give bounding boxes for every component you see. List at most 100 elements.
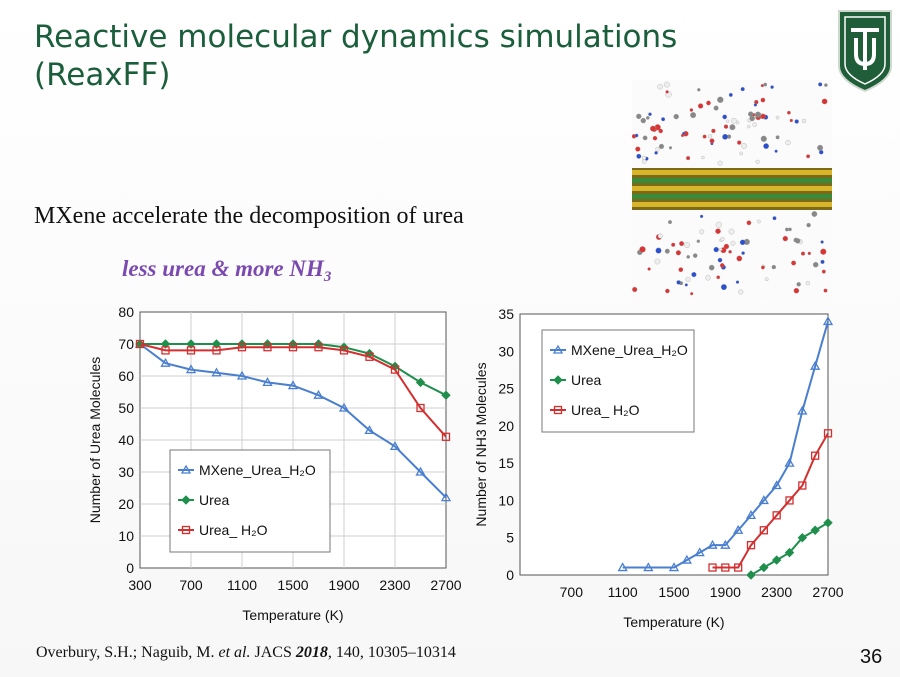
data-point: [643, 562, 654, 572]
molecule-dot: [634, 133, 639, 138]
molecule-dot: [722, 133, 728, 140]
molecule-dot: [708, 134, 713, 139]
molecule-dot: [754, 111, 762, 118]
data-point: [389, 441, 401, 451]
y-tick-label: 30: [118, 464, 134, 480]
y-tick-label: 80: [118, 304, 134, 320]
molecule-dot: [689, 108, 694, 112]
molecule-dot: [665, 90, 669, 94]
legend-entry: Urea_ H₂O: [571, 402, 640, 418]
molecule-dot: [737, 140, 742, 145]
molecule-dot: [820, 248, 827, 255]
molecule-dot: [650, 125, 656, 132]
data-point: [441, 390, 451, 400]
x-tick-label: 2300: [379, 577, 410, 593]
y-tick-label: 70: [118, 336, 134, 352]
molecule-dot: [640, 117, 646, 124]
y-tick-label: 30: [498, 343, 514, 359]
molecule-dot: [728, 250, 732, 254]
molecule-dot: [739, 151, 743, 156]
data-point: [314, 343, 323, 352]
data-series: [708, 429, 833, 572]
legend-marker: [553, 375, 563, 385]
data-point: [440, 492, 452, 502]
y-tick-label: 5: [506, 530, 514, 546]
molecule-dot: [671, 242, 676, 247]
molecule-dot: [811, 211, 818, 217]
data-point: [721, 563, 730, 572]
molecule-dot: [740, 87, 745, 92]
data-point: [415, 377, 426, 388]
molecule-dot: [729, 124, 736, 131]
molecule-dot: [756, 219, 761, 224]
slide-title: Reactive molecular dynamics simulations …: [34, 18, 794, 94]
mxene-layer: [632, 168, 832, 210]
data-point: [237, 343, 247, 352]
molecule-dot: [654, 151, 658, 155]
molecule-dot: [641, 155, 647, 161]
molecule-dot: [717, 257, 723, 263]
citation-journal: JACS: [250, 644, 296, 661]
molecule-dot: [675, 250, 681, 256]
molecule-dot: [716, 275, 721, 280]
molecule-dot: [661, 117, 666, 122]
data-point: [811, 451, 820, 460]
molecule-dot: [741, 143, 747, 149]
x-tick-label: 1100: [608, 584, 638, 600]
molecule-dot: [785, 139, 791, 146]
slide-title-line1: Reactive molecular dynamics simulations: [34, 19, 678, 55]
molecule-dot: [715, 228, 721, 234]
legend-entry: Urea_ H₂O: [199, 522, 268, 538]
x-tick-label: 2700: [812, 584, 843, 600]
legend: MXene_Urea_H₂O Urea Urea_ H₂O: [541, 329, 695, 433]
legend-box: [169, 449, 331, 553]
molecule-dot: [823, 288, 828, 293]
molecule-dot: [760, 97, 766, 103]
molecule-dot: [706, 100, 711, 106]
data-point: [263, 343, 272, 352]
data-point: [288, 343, 298, 352]
x-tick-label: 1500: [658, 584, 689, 600]
molecule-dot: [665, 288, 670, 294]
molecule-dot: [708, 264, 715, 271]
molecule-dot: [775, 135, 780, 140]
data-point: [364, 425, 375, 435]
x-tick-label: 1900: [710, 584, 741, 600]
molecule-dot: [752, 122, 757, 127]
y-tick-label: 0: [126, 560, 134, 576]
data-point: [823, 429, 833, 438]
data-point: [708, 563, 717, 572]
molecule-dot: [691, 272, 697, 278]
data-point: [758, 495, 769, 505]
molecule-dot: [730, 240, 736, 246]
slide-subtitle: MXene accelerate the decomposition of ur…: [34, 203, 464, 229]
legend-marker: [553, 405, 563, 415]
data-point: [823, 518, 833, 528]
molecule-dot: [821, 98, 828, 105]
legend-marker: [552, 344, 564, 354]
molecule-dot: [713, 105, 719, 111]
molecule-dot: [821, 269, 826, 274]
molecule-dot: [722, 114, 728, 120]
molecule-dot: [787, 110, 791, 115]
molecule-dot: [763, 82, 768, 87]
molecule-dot: [761, 265, 765, 270]
molecule-dot: [647, 267, 651, 271]
molecule-dot: [801, 118, 807, 124]
molecule-dot: [717, 160, 723, 166]
data-point: [746, 570, 756, 580]
legend-entry: MXene_Urea_H₂O: [571, 342, 688, 358]
data-series: [746, 518, 833, 580]
data-point: [416, 403, 425, 413]
data-point: [771, 480, 782, 490]
legend-marker: [181, 525, 191, 535]
molecule-dot: [820, 240, 824, 244]
x-tick-label: 1900: [328, 577, 359, 593]
molecule-dot: [785, 227, 789, 232]
y-tick-label: 0: [506, 567, 514, 583]
molecule-dot: [680, 133, 685, 138]
molecule-dot: [820, 259, 825, 264]
molecule-dot: [735, 280, 740, 284]
molecule-dot: [654, 258, 661, 265]
molecule-dot: [642, 135, 648, 141]
